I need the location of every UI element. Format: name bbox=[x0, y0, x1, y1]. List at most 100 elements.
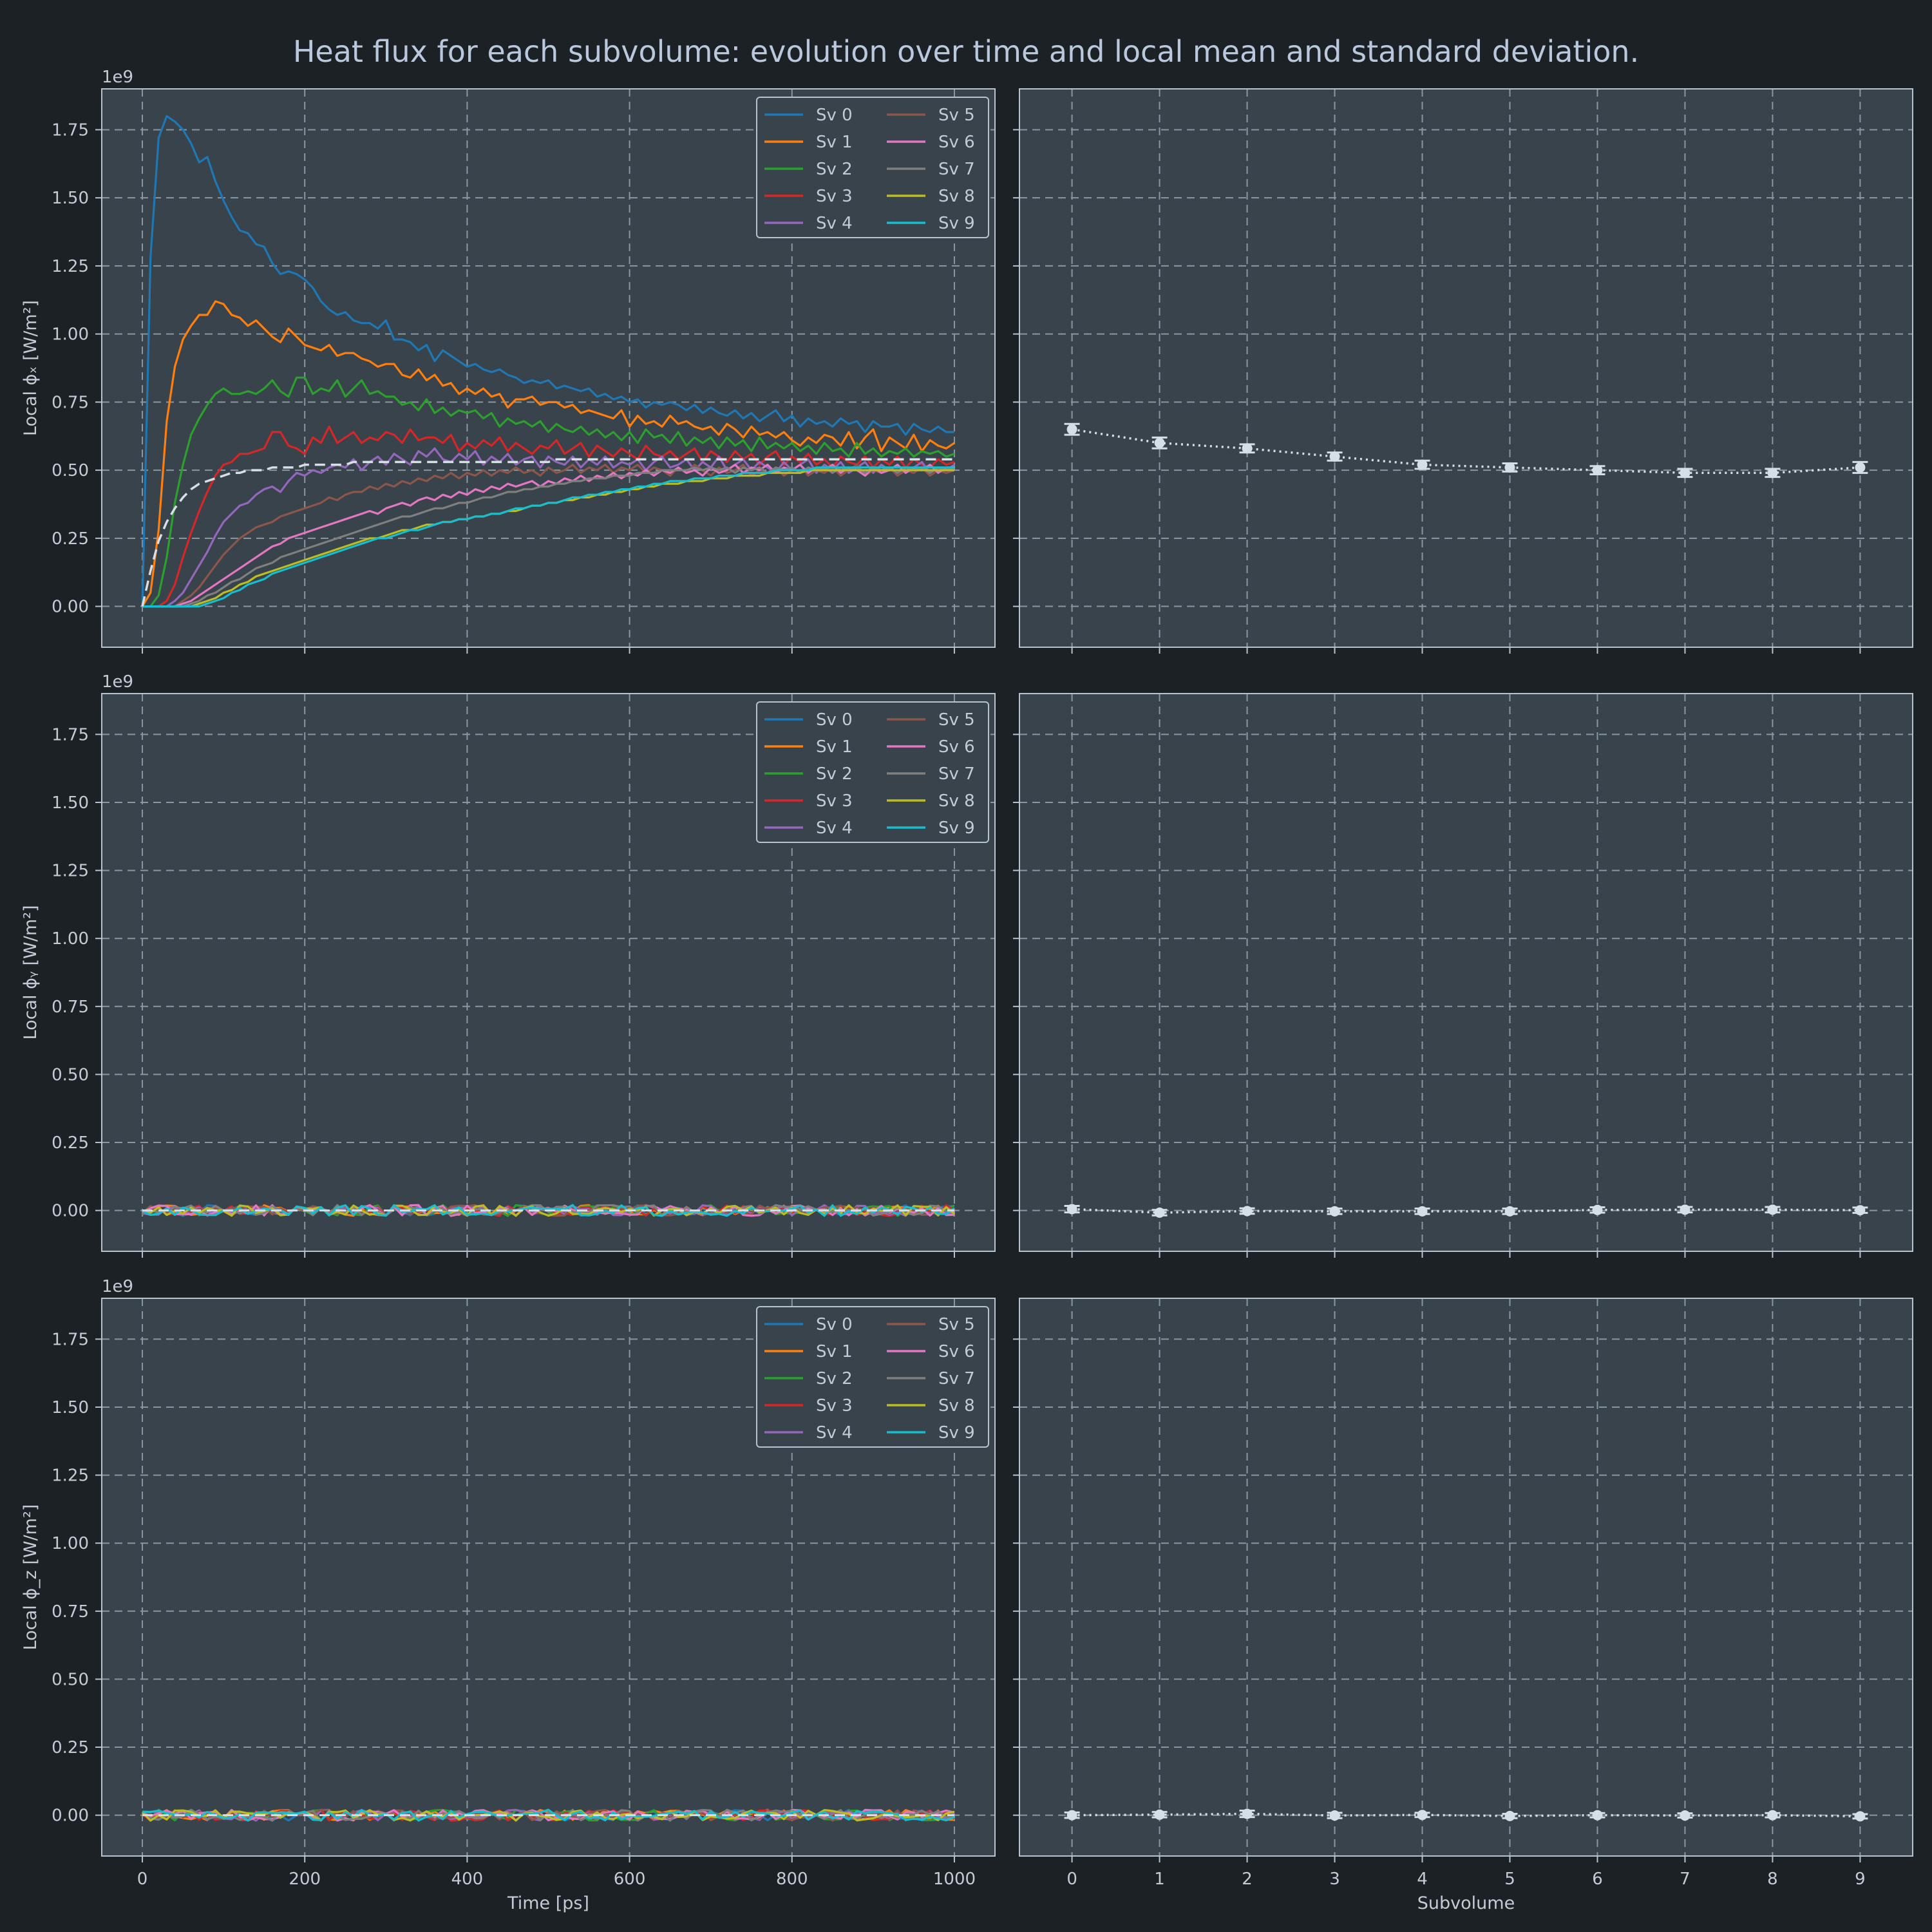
x-tick-label: 9 bbox=[1855, 1870, 1866, 1889]
mean-point bbox=[1329, 451, 1340, 462]
mean-point bbox=[1154, 1208, 1165, 1218]
mean-line bbox=[141, 458, 954, 607]
legend-label: Sv 0 bbox=[816, 106, 853, 125]
y-tick-label: 0.25 bbox=[52, 1738, 89, 1757]
y-tick-label: 0.00 bbox=[52, 1202, 89, 1221]
mean-point bbox=[1154, 437, 1165, 448]
legend-label: Sv 8 bbox=[938, 1396, 975, 1416]
legend-label: Sv 3 bbox=[816, 791, 853, 811]
y-tick-label: 1.75 bbox=[52, 120, 89, 140]
legend-box bbox=[756, 97, 989, 238]
y-tick-label: 0.00 bbox=[52, 1806, 89, 1826]
x-tick-label: 5 bbox=[1504, 1870, 1515, 1889]
x-tick-label: 4 bbox=[1417, 1870, 1428, 1889]
data-layer bbox=[1064, 422, 1868, 478]
legend-label: Sv 4 bbox=[816, 214, 853, 233]
legend-box bbox=[756, 1306, 989, 1448]
mean-point bbox=[1242, 1808, 1253, 1819]
legend-label: Sv 9 bbox=[938, 214, 975, 233]
y-tick-label: 0.75 bbox=[52, 393, 89, 412]
mean-point bbox=[1154, 1809, 1165, 1820]
y-tick-label: 1.25 bbox=[52, 862, 89, 881]
series-line-sv3 bbox=[142, 425, 955, 608]
panel-phi-z-time-series: 0.00 0.25 0.50 0.75 1.00 1.25 1.50 1.75 0 200 400 6… bbox=[21, 1277, 996, 1913]
mean-point bbox=[1417, 1206, 1428, 1217]
legend-label: Sv 5 bbox=[938, 106, 975, 125]
mean-point bbox=[1504, 1206, 1515, 1217]
y-tick-label: 0.50 bbox=[52, 1065, 89, 1084]
mean-point bbox=[1066, 424, 1077, 435]
x-tick-label: 400 bbox=[451, 1870, 484, 1889]
legend-box bbox=[756, 701, 989, 843]
legend: Sv 0 Sv 1 Sv 2 Sv 3 Sv 4 Sv 5 Sv 6 Sv 7 Sv 8 Sv 9 bbox=[756, 97, 989, 238]
legend-label: Sv 6 bbox=[938, 737, 975, 757]
panels: 0.00 0.25 0.50 0.75 1.00 1.25 1.50 1.75 1e9 Local… bbox=[21, 68, 1913, 1913]
y-multiplier: 1e9 bbox=[102, 672, 133, 692]
y-tick-label: 1.00 bbox=[52, 325, 89, 345]
y-tick-label: 1.75 bbox=[52, 725, 89, 744]
mean-point bbox=[1680, 1810, 1690, 1821]
series-line-sv2 bbox=[142, 376, 955, 608]
legend-label: Sv 6 bbox=[938, 133, 975, 152]
mean-point bbox=[1417, 1810, 1428, 1821]
mean-point bbox=[1592, 1204, 1603, 1215]
mean-dotted-line bbox=[1072, 1208, 1861, 1214]
y-multiplier: 1e9 bbox=[102, 68, 133, 87]
x-tick-label: 1000 bbox=[933, 1870, 976, 1889]
x-tick-label: 0 bbox=[1066, 1870, 1077, 1889]
x-tick-label: 1 bbox=[1154, 1870, 1165, 1889]
mean-point bbox=[1242, 443, 1253, 454]
legend-label: Sv 8 bbox=[938, 187, 975, 206]
mean-point bbox=[1855, 462, 1866, 473]
mean-point bbox=[1592, 465, 1603, 476]
y-tick-label: 0.25 bbox=[52, 1133, 89, 1153]
x-tick-label: 7 bbox=[1680, 1870, 1690, 1889]
y-tick-label: 1.00 bbox=[52, 1534, 89, 1553]
y-tick-label: 0.25 bbox=[52, 529, 89, 549]
y-tick-label: 0.50 bbox=[52, 461, 89, 480]
legend-label: Sv 6 bbox=[938, 1342, 975, 1361]
legend-label: Sv 8 bbox=[938, 791, 975, 811]
y-tick-label: 0.00 bbox=[52, 598, 89, 617]
mean-point bbox=[1767, 1204, 1778, 1215]
y-tick-label: 1.75 bbox=[52, 1330, 89, 1349]
legend-label: Sv 3 bbox=[816, 1396, 853, 1416]
mean-point bbox=[1066, 1810, 1077, 1821]
legend-label: Sv 4 bbox=[816, 819, 853, 838]
mean-point bbox=[1504, 1810, 1515, 1821]
mean-point bbox=[1855, 1811, 1866, 1822]
x-tick-label: 0 bbox=[137, 1870, 148, 1889]
panel-phi-z-mean-per-subvolume: 0 1 2 3 4 5 6 7 8 9 Subvolume bbox=[1013, 1298, 1913, 1913]
y-tick-label: 1.50 bbox=[52, 189, 89, 208]
mean-point bbox=[1329, 1206, 1340, 1217]
x-tick-label: 8 bbox=[1767, 1870, 1778, 1889]
y-tick-label: 1.25 bbox=[52, 1466, 89, 1486]
axes-frame bbox=[1019, 693, 1913, 1252]
mean-point bbox=[1767, 468, 1778, 478]
x-tick-label: 200 bbox=[289, 1870, 321, 1889]
x-tick-label: 600 bbox=[614, 1870, 646, 1889]
legend-label: Sv 7 bbox=[938, 1369, 975, 1388]
legend-label: Sv 4 bbox=[816, 1423, 853, 1443]
y-tick-label: 1.25 bbox=[52, 257, 89, 276]
data-layer bbox=[1064, 1204, 1868, 1218]
x-tick-label: 2 bbox=[1242, 1870, 1253, 1889]
axes-frame bbox=[101, 1298, 996, 1857]
legend-label: Sv 7 bbox=[938, 160, 975, 179]
y-axis-label: Local ϕₓ [W/m²] bbox=[21, 300, 41, 436]
y-tick-label: 1.00 bbox=[52, 929, 89, 949]
panel-phi-y-mean-per-subvolume bbox=[1013, 693, 1913, 1258]
legend-label: Sv 5 bbox=[938, 710, 975, 730]
panel-phi-y-time-series: 0.00 0.25 0.50 0.75 1.00 1.25 1.50 1.75 1e9 Local… bbox=[21, 672, 996, 1258]
y-tick-label: 0.75 bbox=[52, 998, 89, 1017]
legend-label: Sv 1 bbox=[816, 737, 853, 757]
legend-label: Sv 3 bbox=[816, 187, 853, 206]
legend-label: Sv 2 bbox=[816, 160, 853, 179]
legend: Sv 0 Sv 1 Sv 2 Sv 3 Sv 4 Sv 5 Sv 6 Sv 7 Sv 8 Sv 9 bbox=[756, 701, 989, 843]
legend-label: Sv 0 bbox=[816, 710, 853, 730]
mean-point bbox=[1855, 1205, 1866, 1216]
x-axis-label: Subvolume bbox=[1417, 1893, 1515, 1913]
legend: Sv 0 Sv 1 Sv 2 Sv 3 Sv 4 Sv 5 Sv 6 Sv 7 Sv 8 Sv 9 bbox=[756, 1306, 989, 1448]
legend-label: Sv 1 bbox=[816, 1342, 853, 1361]
